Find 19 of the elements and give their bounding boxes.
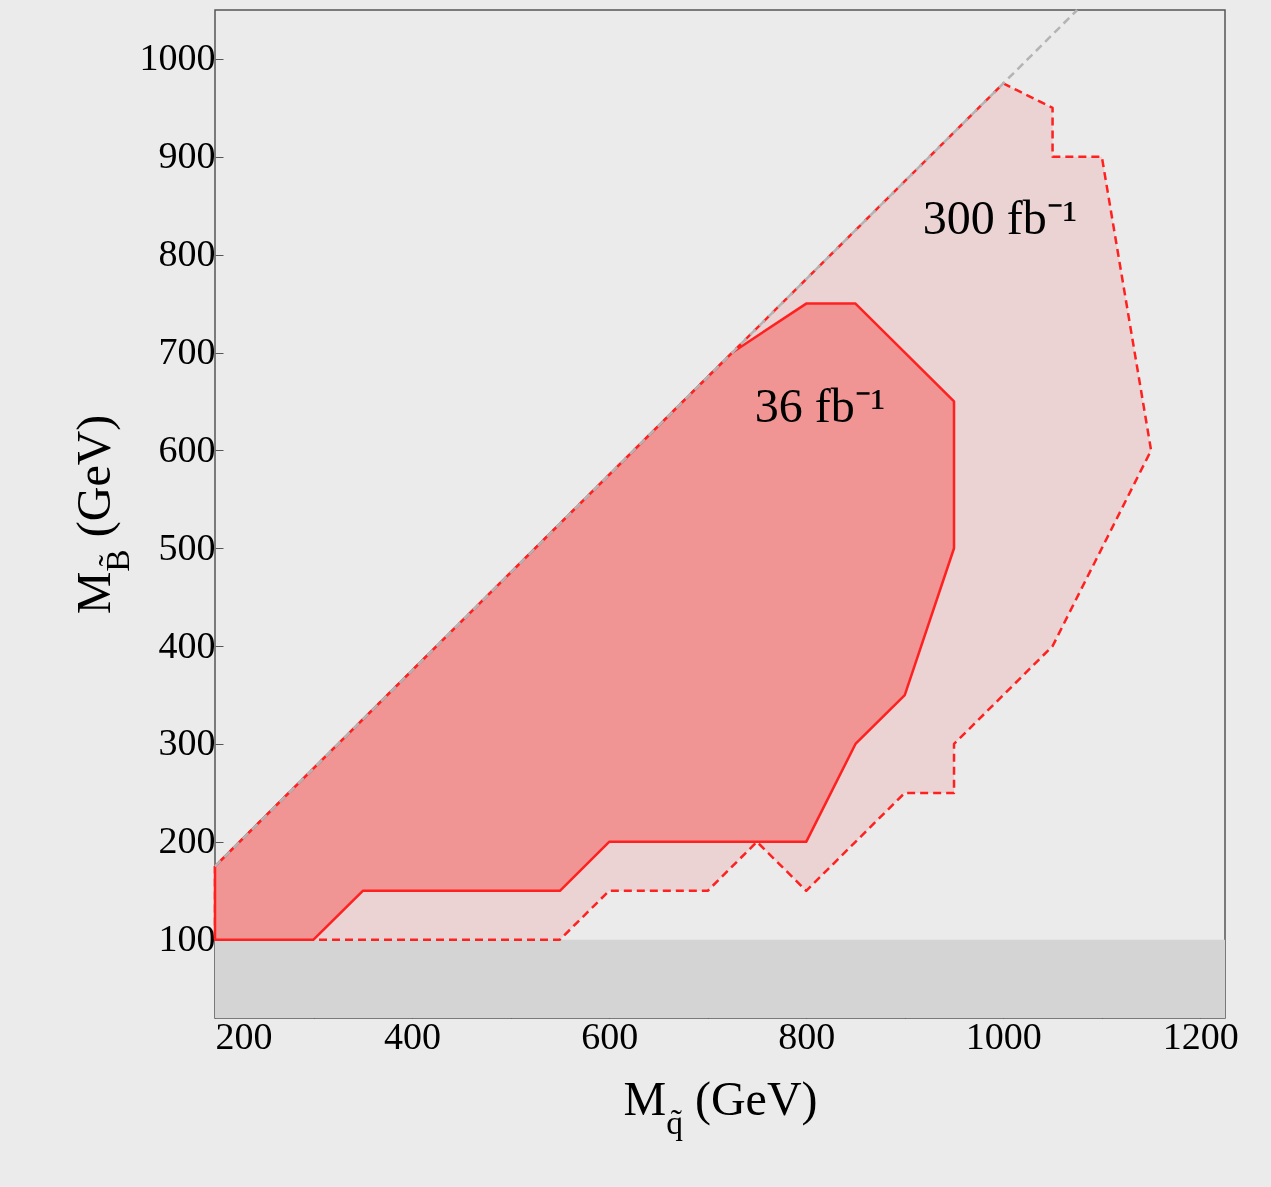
y-tick-label: 900 [158,134,216,177]
y-tick-label: 100 [158,917,216,960]
x-tick-label: 200 [215,1014,273,1057]
y-tick-label: 1000 [139,36,216,79]
x-tick-label: 600 [581,1014,639,1057]
y-tick-label: 700 [158,330,216,373]
y-tick-label: 500 [158,525,216,568]
annotation: 300 fb⁻¹ [922,191,1078,244]
y-tick-label: 600 [158,427,216,470]
annotation: 36 fb⁻¹ [754,379,886,432]
y-tick-label: 800 [158,232,216,275]
y-tick-label: 300 [158,721,216,764]
x-axis-title: M$_{q̃}$ (GeV) [623,1071,818,1140]
x-tick-label: 1200 [1162,1014,1239,1057]
x-tick-label: 400 [384,1014,442,1057]
x-tick-label: 1000 [965,1014,1042,1057]
y-tick-label: 200 [158,819,216,862]
y-tick-label: 400 [158,623,216,666]
x-tick-label: 800 [778,1014,836,1057]
